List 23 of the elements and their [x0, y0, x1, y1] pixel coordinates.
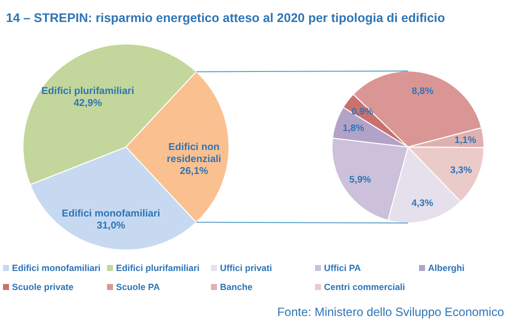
slice-label: Edifici plurifamiliari — [41, 86, 134, 97]
legend-label: Edifici monofamiliari — [12, 263, 101, 273]
legend-label: Scuole private — [12, 282, 74, 292]
data-label: 1,8% — [342, 123, 365, 134]
legend-label: Edifici plurifamiliari — [116, 263, 200, 273]
legend-label: Centri commerciali — [324, 282, 406, 292]
slice-label: Edifici monofamiliari — [62, 208, 160, 220]
data-label: 8,8% — [412, 86, 434, 98]
data-label: 42,9% — [74, 98, 102, 109]
chart-title: 14 – STREPIN: risparmio energetico atteso al 2020 per tipologia di edificio — [6, 11, 446, 25]
data-label: 3,3% — [450, 164, 472, 176]
legend-label: Alberghi — [428, 263, 465, 273]
legend-label: Uffici privati — [220, 263, 272, 273]
source-note: Fonte: Ministero dello Sviluppo Economico — [277, 305, 504, 319]
legend-label: Banche — [220, 282, 253, 292]
data-label: 26,1% — [180, 166, 208, 177]
legend-label: Scuole PA — [116, 282, 160, 292]
data-label: 31,0% — [96, 220, 126, 232]
data-label: 1,1% — [454, 134, 477, 146]
legend-label: Uffici PA — [324, 263, 362, 273]
data-label: 5,9% — [349, 174, 372, 186]
data-label: 4,3% — [411, 198, 434, 209]
slice-label: Edifici non residenziali — [166, 142, 222, 165]
